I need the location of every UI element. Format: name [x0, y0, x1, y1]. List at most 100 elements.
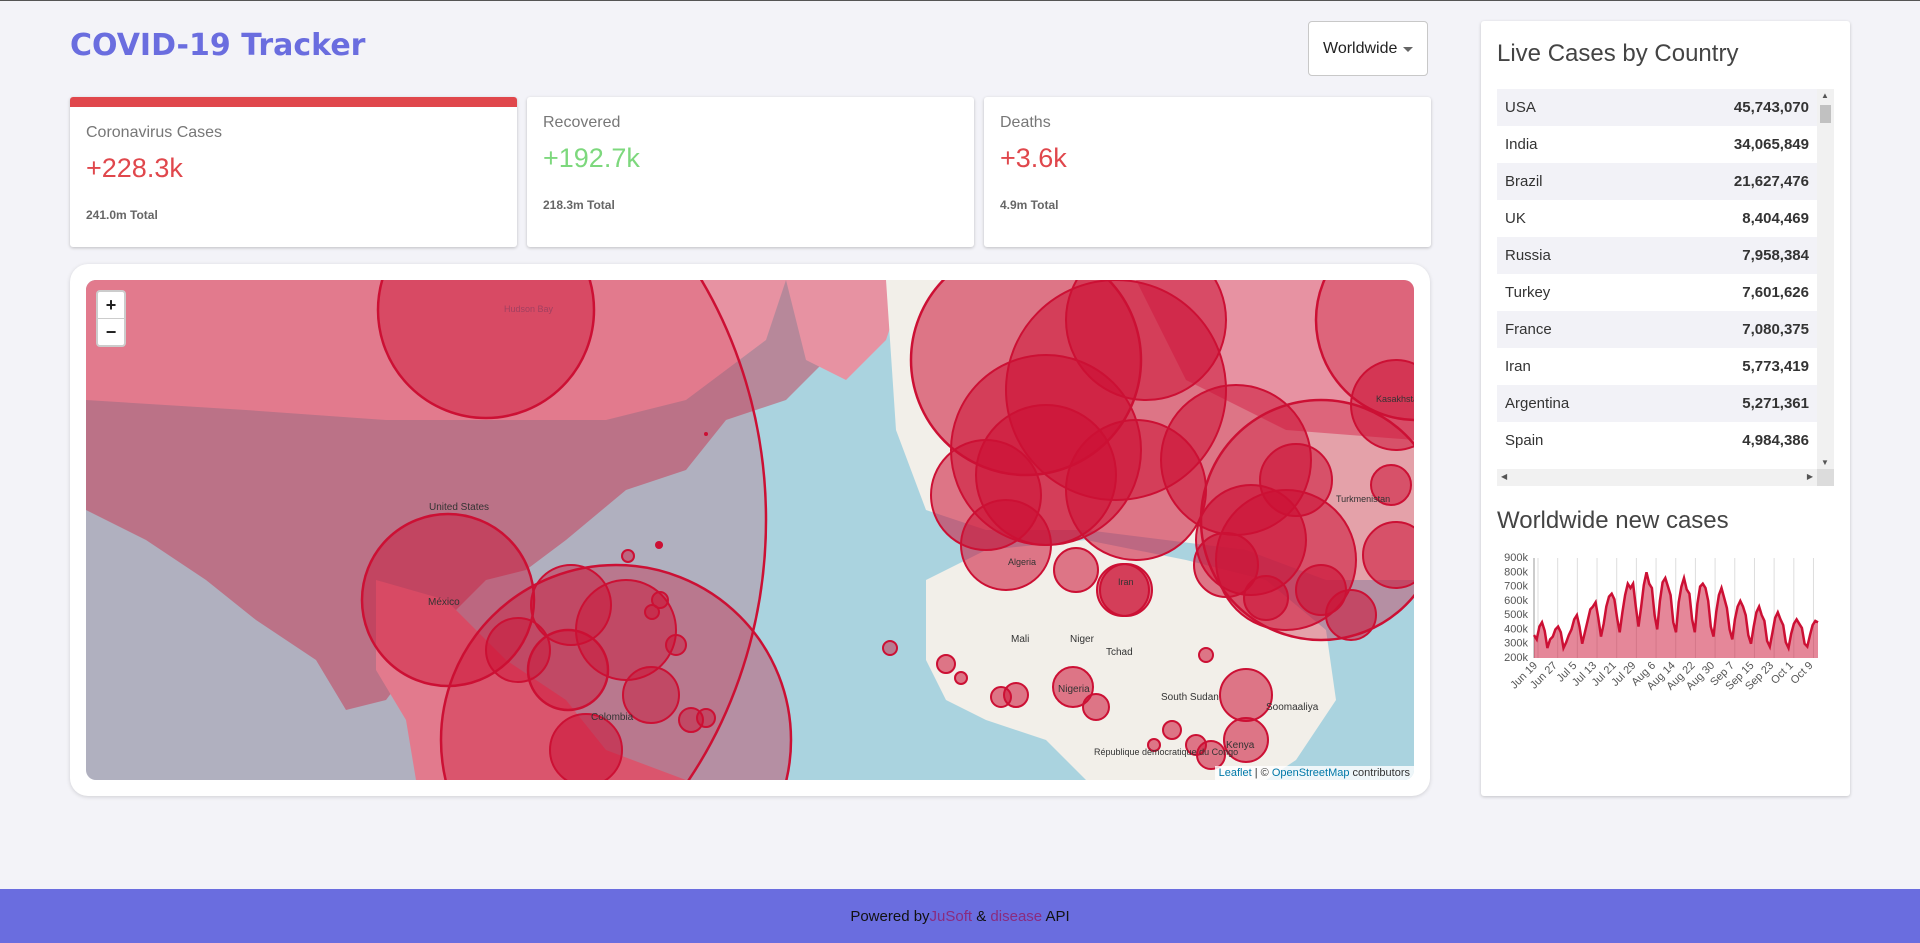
zoom-control: + − [96, 290, 126, 347]
zoom-out-button[interactable]: − [98, 318, 124, 345]
case-circle [644, 604, 660, 620]
osm-link[interactable]: OpenStreetMap [1271, 767, 1350, 779]
attribution-suffix: contributors [1349, 767, 1410, 779]
stat-value: +228.3k [86, 153, 183, 183]
map-canvas[interactable]: Hudson Bay United States México Colombia… [86, 280, 1414, 780]
case-circle [1096, 563, 1150, 617]
scroll-left-icon[interactable]: ◀ [1501, 472, 1508, 481]
jusoft-link[interactable]: JuSoft [929, 907, 973, 925]
footer-prefix: Powered by [850, 907, 930, 925]
country-name: UK [1505, 210, 1526, 227]
case-circle [1259, 443, 1333, 517]
map-label: Hudson Bay [504, 304, 554, 314]
chart-x-tick-label: Oct 9 [1789, 660, 1816, 687]
case-circle [1162, 720, 1182, 740]
country-cases: 21,627,476 [1733, 173, 1809, 190]
table-row: Argentina 5,271,361 [1497, 385, 1817, 422]
scroll-down-icon[interactable]: ▼ [1821, 458, 1829, 467]
stat-card-deaths[interactable]: Deaths +3.6k 4.9m Total [984, 97, 1431, 247]
case-circle [1053, 547, 1099, 593]
vertical-scrollbar[interactable]: ▲ ▼ [1817, 89, 1834, 469]
case-circle-nigeria [1052, 666, 1094, 708]
stat-card-cases[interactable]: Coronavirus Cases +228.3k 241.0m Total [70, 97, 517, 247]
scrollbar-corner [1817, 469, 1834, 486]
scroll-up-icon[interactable]: ▲ [1821, 91, 1829, 100]
right-panel: Live Cases by Country USA 45,743,070 Indi… [1481, 21, 1850, 796]
table-row: Turkey 7,601,626 [1497, 274, 1817, 311]
table-row: India 34,065,849 [1497, 126, 1817, 163]
active-card-indicator [70, 97, 517, 107]
map-label: Iran [1118, 577, 1134, 587]
scroll-right-icon[interactable]: ▶ [1806, 472, 1813, 481]
attribution-separator: | © [1251, 767, 1272, 779]
disease-link[interactable]: disease [990, 907, 1043, 925]
stat-total: 4.9m Total [1000, 198, 1059, 212]
map-label: South Sudan [1161, 692, 1219, 703]
chart-y-tick-label: 400k [1504, 623, 1528, 635]
window-top-border [0, 0, 1920, 1]
map-label: México [428, 597, 460, 608]
country-cases: 7,958,384 [1742, 247, 1809, 264]
case-circle [1065, 280, 1227, 401]
case-circle [882, 640, 898, 656]
chart-y-tick-label: 700k [1504, 581, 1528, 593]
case-circle [655, 541, 663, 549]
table-row: USA 45,743,070 [1497, 89, 1817, 126]
map-label: Algeria [1008, 557, 1036, 567]
country-name: Spain [1505, 432, 1544, 449]
stat-label: Deaths [1000, 114, 1051, 131]
chart-y-tick-label: 200k [1504, 652, 1528, 664]
app-title: COVID-19 Tracker [70, 28, 366, 63]
case-circle-canada [376, 280, 596, 420]
table-row: Russia 7,958,384 [1497, 237, 1817, 274]
country-cases: 34,065,849 [1733, 136, 1809, 153]
country-cases: 7,080,375 [1742, 321, 1809, 338]
table-row: UK 8,404,469 [1497, 200, 1817, 237]
case-circle-colombia [526, 628, 610, 712]
case-circle [621, 549, 635, 563]
leaflet-link[interactable]: Leaflet [1218, 767, 1252, 779]
map-label: United States [429, 502, 489, 513]
country-cases: 45,743,070 [1733, 99, 1809, 116]
zoom-in-button[interactable]: + [105, 295, 117, 315]
footer-suffix: API [1042, 907, 1070, 925]
case-circle [1219, 668, 1273, 722]
case-circle [1325, 589, 1377, 641]
horizontal-scrollbar[interactable]: ◀ ▶ [1497, 469, 1817, 486]
case-circle [1362, 521, 1414, 589]
country-name: Turkey [1505, 284, 1551, 301]
case-circle [1350, 359, 1414, 451]
map-label: Kenya [1226, 740, 1255, 751]
table-row: Brazil 21,627,476 [1497, 163, 1817, 200]
chart-series-line [1532, 572, 1819, 653]
country-cases: 7,601,626 [1742, 284, 1809, 301]
land-canada [86, 280, 786, 420]
stat-total: 218.3m Total [543, 198, 615, 212]
caret-down-icon [1403, 47, 1413, 52]
country-cases: 5,773,419 [1742, 358, 1809, 375]
country-name: France [1505, 321, 1552, 338]
case-circle [1370, 464, 1412, 506]
case-circle [530, 564, 612, 646]
map-label: Niger [1070, 634, 1095, 645]
case-circle [1185, 734, 1207, 756]
table-row: France 7,080,375 [1497, 311, 1817, 348]
case-circle [622, 666, 680, 724]
country-cases: 5,271,361 [1742, 395, 1809, 412]
country-name: Argentina [1505, 395, 1570, 412]
stat-label: Recovered [543, 114, 621, 131]
stat-value: +192.7k [543, 143, 640, 173]
case-circle-mexico [360, 512, 536, 688]
map-label: Nigeria [1058, 684, 1090, 695]
country-select[interactable]: Worldwide [1308, 21, 1428, 76]
map[interactable]: Hudson Bay United States México Colombia… [86, 280, 1414, 780]
stat-card-recovered[interactable]: Recovered +192.7k 218.3m Total [527, 97, 974, 247]
scrollbar-thumb[interactable] [1820, 105, 1831, 123]
case-circle [954, 671, 968, 685]
case-circle [1147, 738, 1161, 752]
case-circle [1193, 532, 1259, 598]
country-name: Iran [1505, 358, 1531, 375]
chart-y-tick-label: 300k [1504, 638, 1528, 650]
live-cases-table[interactable]: USA 45,743,070 India 34,065,849 Brazil 21,6… [1497, 89, 1817, 459]
